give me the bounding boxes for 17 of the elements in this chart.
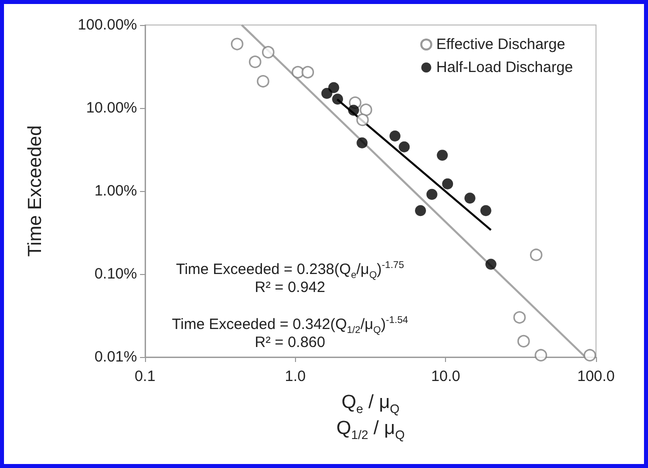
x-tick-label: 1.0	[284, 368, 306, 385]
x-tick-label: 100.0	[577, 368, 615, 385]
y-tick-label: 10.00%	[86, 100, 137, 116]
y-tick-label: 100.00%	[78, 16, 137, 34]
x-tick-label: 10.0	[431, 368, 460, 385]
legend-label: Half-Load Discharge	[436, 59, 574, 76]
annotation: Time Exceeded = 0.342(Q$_{1/2}$/μ$_{Q}$)$^{-1.54}$	[172, 315, 408, 336]
annotation: R² = 0.860	[254, 334, 326, 351]
y-axis-title: Time Exceeded	[25, 125, 46, 257]
y-tick-label: 1.00%	[94, 182, 137, 200]
annotation: Time Exceeded = 0.238(Q$_{e}$/μ$_{Q}$)$^{-1.75}$	[176, 260, 404, 281]
y-tick-label: 0.10%	[94, 266, 137, 282]
y-tick-label: 0.01%	[94, 348, 137, 366]
legend-label: Effective Discharge	[436, 36, 566, 53]
text: Q$_{e}$ / μ$_{Q}$ Q$_{1/2}$ / μ$_{Q}$	[336, 392, 405, 442]
annotation: R² = 0.942	[254, 279, 326, 296]
x-tick-label: 0.1	[134, 368, 156, 385]
